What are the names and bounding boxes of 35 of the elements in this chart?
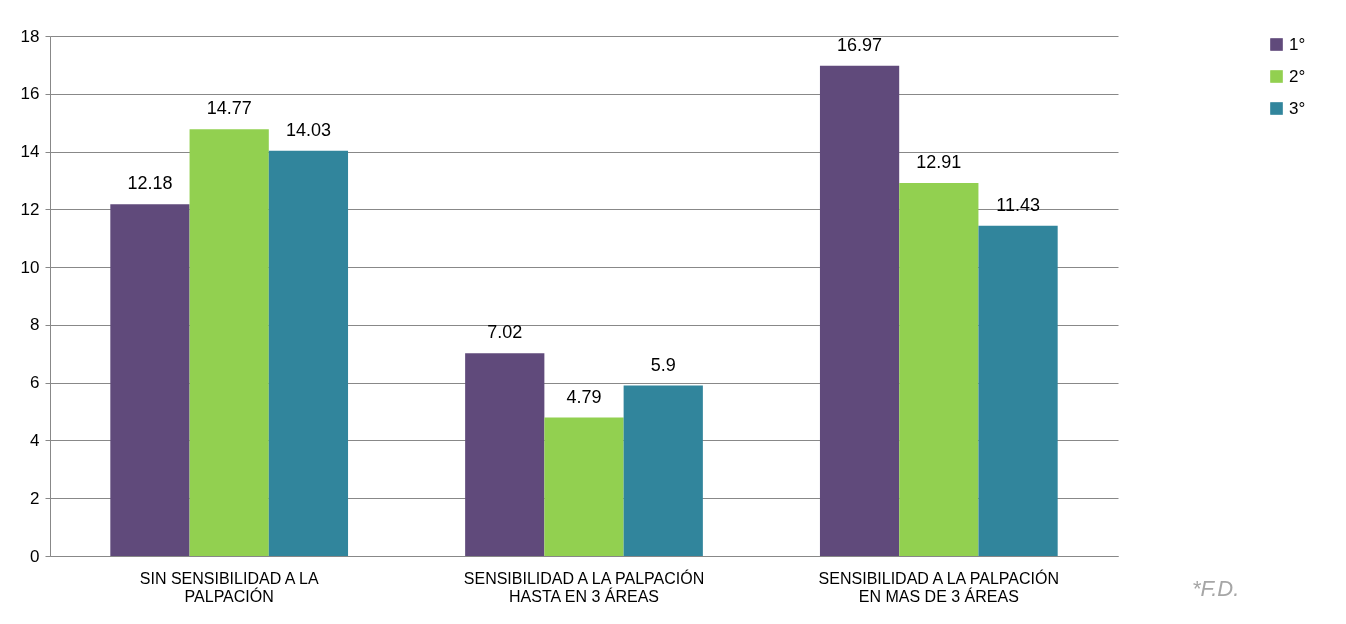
y-tick-label: 14 [20,142,40,162]
x-tick-label: SENSIBILIDAD A LA PALPACIÓN HASTA EN 3 ÁREAS [463,568,705,605]
data-label: 7.02 [487,322,523,343]
bar [544,417,624,556]
bar [465,353,545,556]
y-tick-label: 18 [20,26,40,46]
data-label: 12.91 [916,152,962,173]
bar [189,129,269,556]
legend-label: 2° [1289,66,1306,86]
bar [623,385,703,556]
data-label: 4.79 [566,386,602,407]
data-label: 5.9 [650,354,676,375]
x-tick-label: SIN SENSIBILIDAD A LA PALPACIÓN [139,569,319,605]
y-tick-label: 16 [20,84,40,104]
bar [819,65,900,556]
y-tick-label: 0 [30,546,40,566]
y-tick-label: 12 [20,199,40,219]
legend-label: 3° [1289,98,1306,118]
bar [268,150,349,556]
data-label: 14.03 [285,119,331,140]
bar [899,183,979,556]
x-tick-label: SENSIBILIDAD A LA PALPACIÓN EN MAS DE 3 ÁREAS [818,568,1060,605]
y-tick-label: 4 [30,430,40,450]
bar [110,204,190,556]
y-tick-label: 2 [30,488,40,508]
text: *F.D. [1192,576,1240,602]
data-label: 11.43 [996,194,1040,215]
data-label: 16.97 [837,34,883,55]
data-label: 14.77 [206,98,252,119]
y-tick-label: 8 [30,315,40,335]
data-label: 12.18 [127,173,173,194]
y-tick-label: 6 [30,373,40,393]
y-tick-label: 10 [20,257,40,277]
legend-label: 1° [1289,34,1306,54]
bar [978,225,1058,556]
